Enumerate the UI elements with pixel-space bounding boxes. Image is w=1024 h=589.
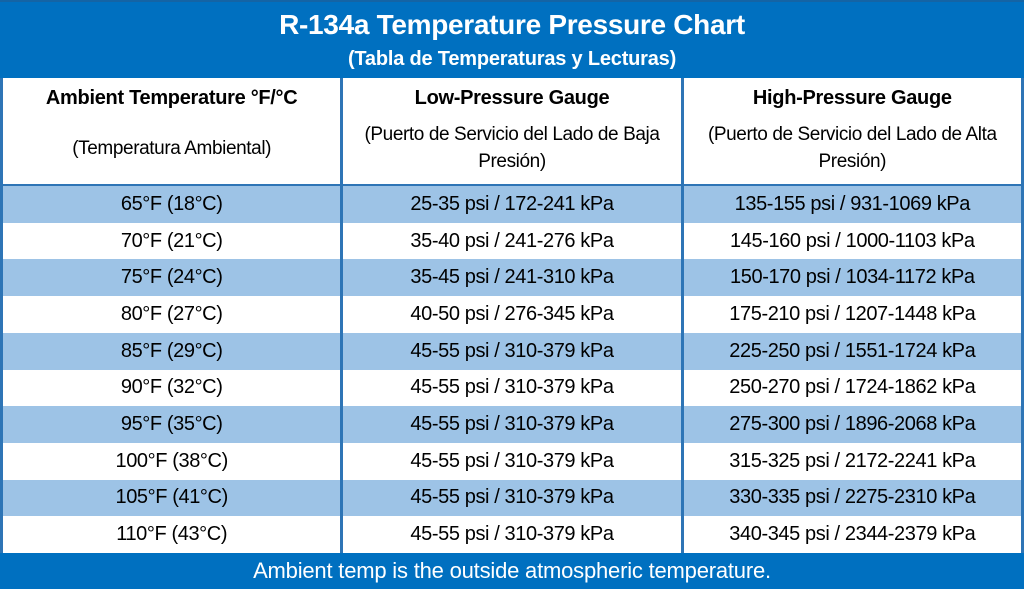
column-header-ambient-temperature: Ambient Temperature °F/°C (Temperatura A… bbox=[3, 78, 340, 184]
page-subtitle: (Tabla de Temperaturas y Lecturas) bbox=[347, 48, 677, 70]
table-cell: 25-35 psi / 172-241 kPa bbox=[340, 186, 680, 223]
table-cell: 110°F (43°C) bbox=[116, 523, 228, 546]
table-cell: 175-210 psi / 1207-1448 kPa bbox=[680, 296, 1021, 333]
table-cell: 75°F (24°C) bbox=[120, 266, 223, 289]
table-row: 65°F (18°C) 25-35 psi / 172-241 kPa 135-15… bbox=[3, 186, 1021, 223]
table-cell: 65°F (18°C) bbox=[120, 192, 223, 215]
table-cell: 35-45 psi / 241-310 kPa bbox=[340, 259, 680, 297]
table-row: 75°F (24°C) 35-45 psi / 241-310 kPa 150-17… bbox=[3, 259, 1021, 297]
table-cell: 135-155 psi / 931-1069 kPa bbox=[680, 186, 1021, 223]
table-cell: 45-55 psi / 310-379 kPa bbox=[340, 479, 680, 517]
table-row: 80°F (27°C) 40-50 psi / 276-345 kPa 175-21… bbox=[3, 296, 1021, 333]
table-cell: 150-170 psi / 1034-1172 kPa bbox=[680, 259, 1021, 297]
table-cell: 225-250 psi / 1551-1724 kPa bbox=[680, 332, 1021, 370]
column-subtitle: (Puerto de Servicio del Lado de Baja Pre… bbox=[364, 124, 660, 172]
table-cell: 275-300 psi / 1896-2068 kPa bbox=[680, 406, 1021, 443]
table-row: 70°F (21°C) 35-40 psi / 241-276 kPa 145-16… bbox=[3, 222, 1021, 260]
table-cell: 250-270 psi / 1724-1862 kPa bbox=[680, 369, 1021, 407]
column-subtitle: (Puerto de Servicio del Lado de Alta Pre… bbox=[707, 124, 997, 172]
table-cell: 85°F (29°C) bbox=[120, 339, 223, 362]
page-title: R-134a Temperature Pressure Chart bbox=[279, 9, 745, 40]
table-row: 100°F (38°C) 45-55 psi / 310-379 kPa 315-3… bbox=[3, 442, 1021, 480]
pressure-table: Ambient Temperature °F/°C (Temperatura A… bbox=[0, 78, 1024, 554]
column-subtitle-wrap: (Temperatura Ambiental) bbox=[72, 114, 271, 182]
table-cell: 45-55 psi / 310-379 kPa bbox=[340, 332, 680, 370]
table-cell: 95°F (35°C) bbox=[120, 413, 223, 436]
table-cell: 70°F (21°C) bbox=[120, 229, 223, 252]
table-row: 110°F (43°C) 45-55 psi / 310-379 kPa 340-3… bbox=[3, 516, 1021, 554]
table-cell: 90°F (32°C) bbox=[120, 376, 223, 399]
table-cell: 330-335 psi / 2275-2310 kPa bbox=[680, 479, 1021, 517]
table-cell: 145-160 psi / 1000-1103 kPa bbox=[680, 222, 1021, 260]
footer-note: Ambient temp is the outside atmospheric … bbox=[253, 558, 771, 583]
column-subtitle-wrap: (Puerto de Servicio del Lado de Baja Pre… bbox=[345, 114, 678, 182]
table-cell: 45-55 psi / 310-379 kPa bbox=[340, 516, 680, 554]
table-row: 90°F (32°C) 45-55 psi / 310-379 kPa 250-27… bbox=[3, 369, 1021, 407]
table-cell: 40-50 psi / 276-345 kPa bbox=[340, 296, 680, 333]
table-cell: 45-55 psi / 310-379 kPa bbox=[340, 369, 680, 407]
table-row: 95°F (35°C) 45-55 psi / 310-379 kPa 275-30… bbox=[3, 406, 1021, 443]
table-cell: 340-345 psi / 2344-2379 kPa bbox=[680, 516, 1021, 554]
table-cell: 45-55 psi / 310-379 kPa bbox=[340, 442, 680, 480]
table-body: 65°F (18°C) 25-35 psi / 172-241 kPa 135-15… bbox=[3, 186, 1021, 554]
table-cell: 105°F (41°C) bbox=[115, 486, 228, 509]
table-cell: 45-55 psi / 310-379 kPa bbox=[340, 406, 680, 443]
column-subtitle-wrap: (Puerto de Servicio del Lado de Alta Pre… bbox=[686, 114, 1019, 182]
table-cell: 80°F (27°C) bbox=[120, 302, 223, 325]
table-header-row: Ambient Temperature °F/°C (Temperatura A… bbox=[3, 78, 1021, 186]
column-title: Ambient Temperature °F/°C bbox=[45, 87, 298, 109]
footer-band: Ambient temp is the outside atmospheric … bbox=[0, 553, 1024, 589]
table-cell: 100°F (38°C) bbox=[115, 449, 228, 472]
column-title: Low-Pressure Gauge bbox=[414, 87, 610, 109]
column-header-high-pressure-gauge: High-Pressure Gauge (Puerto de Servicio … bbox=[680, 78, 1021, 184]
column-header-low-pressure-gauge: Low-Pressure Gauge (Puerto de Servicio d… bbox=[340, 78, 680, 184]
table-cell: 35-40 psi / 241-276 kPa bbox=[340, 222, 680, 260]
column-subtitle: (Temperatura Ambiental) bbox=[72, 137, 272, 159]
title-band: R-134a Temperature Pressure Chart (Tabla… bbox=[0, 0, 1024, 78]
column-title: High-Pressure Gauge bbox=[752, 87, 952, 109]
table-row: 105°F (41°C) 45-55 psi / 310-379 kPa 330-3… bbox=[3, 479, 1021, 517]
table-row: 85°F (29°C) 45-55 psi / 310-379 kPa 225-25… bbox=[3, 332, 1021, 370]
table-cell: 315-325 psi / 2172-2241 kPa bbox=[680, 442, 1021, 480]
